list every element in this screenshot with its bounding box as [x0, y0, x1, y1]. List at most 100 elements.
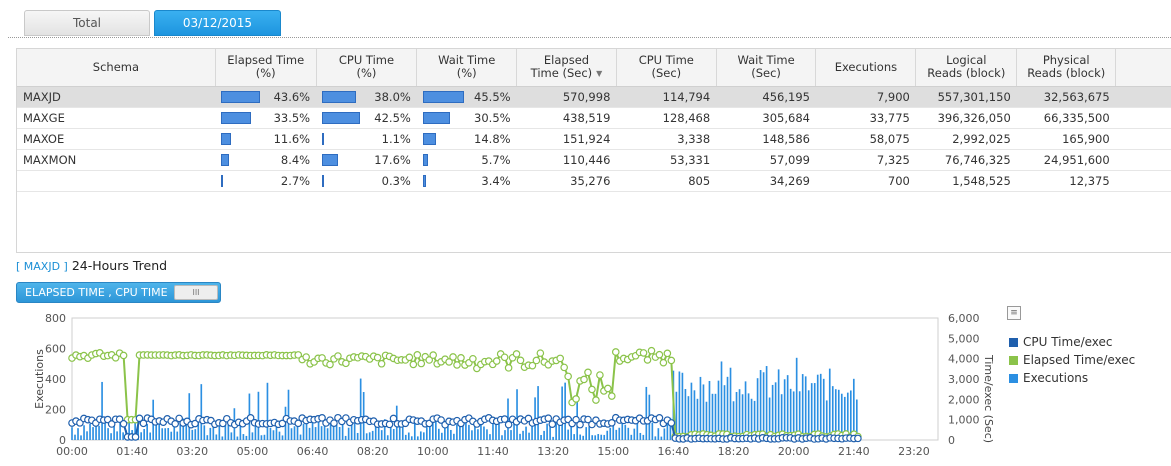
- cpu-point: [719, 435, 727, 443]
- cpu-point: [191, 419, 199, 428]
- executions-bar: [576, 392, 578, 440]
- cpu-point: [691, 434, 699, 443]
- elapsed-point: [556, 354, 565, 363]
- cpu-point: [92, 419, 100, 427]
- cell-wait-sec: 456,195: [716, 86, 816, 108]
- col-elapsed-sec[interactable]: Elapsed Time (Sec) ▼: [516, 49, 617, 87]
- col-physical-reads[interactable]: Physical Reads (block): [1016, 49, 1117, 87]
- legend-item-elapsed[interactable]: Elapsed Time/exec: [1009, 351, 1135, 369]
- elapsed-point: [532, 356, 541, 365]
- y2-tick-label: 0: [948, 434, 955, 447]
- cell-elapsed-sec-value: 570,998: [562, 89, 611, 104]
- executions-bar: [419, 431, 422, 440]
- legend-item-cpu[interactable]: CPU Time/exec: [1009, 333, 1135, 351]
- col-cpu-sec[interactable]: CPU Time (Sec): [616, 49, 717, 87]
- pct-bar: [322, 132, 325, 145]
- table-row[interactable]: MAXOE 11.6% 1.1% 14.8% 151,924 3,338 148,586 58…: [17, 128, 1171, 150]
- cell-logical-value: 1,548,525: [952, 173, 1011, 188]
- metric-toggle[interactable]: ELAPSED TIME , CPU TIME III: [16, 282, 221, 303]
- elapsed-point: [762, 432, 771, 441]
- table-row[interactable]: MAXJD 43.6% 38.0% 45.5% 570,998 114,794 456,19…: [17, 86, 1171, 108]
- cell-physical: 12,375: [1016, 170, 1116, 192]
- cpu-point: [147, 415, 156, 424]
- executions-bar: [386, 435, 389, 440]
- col-executions[interactable]: Executions: [815, 49, 917, 87]
- tab-total[interactable]: Total: [24, 10, 150, 36]
- executions-bar: [224, 422, 227, 440]
- tab-date[interactable]: 03/12/2015: [154, 10, 281, 36]
- executions-bar: [612, 419, 615, 440]
- executions-bar: [305, 418, 308, 440]
- cpu-point: [433, 414, 441, 422]
- col-wait-sec[interactable]: Wait Time (Sec): [716, 49, 817, 87]
- executions-bar: [462, 425, 464, 440]
- col-schema[interactable]: Schema: [17, 49, 216, 87]
- chart-export-icon[interactable]: ≡: [1007, 306, 1021, 320]
- table-row[interactable]: 2.7% 0.3% 3.4% 35,276 805 34,269 700 1,548,525 1…: [17, 170, 1171, 192]
- cpu-point: [246, 414, 255, 422]
- elapsed-point: [226, 351, 235, 359]
- toggle-knob[interactable]: III: [174, 285, 218, 300]
- executions-bar: [720, 361, 723, 440]
- executions-bar: [263, 434, 266, 440]
- executions-bar: [314, 427, 317, 440]
- executions-bar: [828, 368, 831, 440]
- table-row[interactable]: MAXGE 33.5% 42.5% 30.5% 438,519 128,468 305,68…: [17, 107, 1171, 129]
- cpu-point: [453, 416, 461, 425]
- executions-bar: [744, 381, 747, 440]
- cpu-point: [397, 420, 406, 428]
- elapsed-point: [230, 351, 239, 360]
- executions-bar: [447, 417, 449, 440]
- elapsed-point: [473, 364, 481, 373]
- cpu-point: [226, 418, 235, 427]
- elapsed-point: [103, 351, 112, 360]
- executions-bar: [197, 422, 200, 440]
- cell-cpu-sec: 53,331: [616, 149, 717, 171]
- executions-bar: [209, 427, 212, 440]
- elapsed-point: [405, 353, 414, 362]
- cpu-point: [496, 415, 505, 424]
- elapsed-point: [421, 352, 430, 361]
- executions-bar: [549, 419, 551, 440]
- elapsed-point: [199, 351, 207, 359]
- executions-bar: [729, 367, 732, 440]
- elapsed-point: [723, 430, 731, 439]
- executions-bar: [747, 393, 750, 440]
- legend-swatch-cpu: [1009, 337, 1018, 347]
- cpu-point: [119, 419, 128, 428]
- elapsed-point: [175, 351, 183, 359]
- cpu-point: [103, 415, 112, 424]
- executions-bar: [723, 385, 726, 440]
- executions-bar: [489, 434, 491, 440]
- cpu-point: [738, 434, 747, 443]
- elapsed-point: [135, 351, 144, 359]
- cell-cpu-pct: 42.5%: [316, 107, 417, 129]
- trend-schema-link[interactable]: [ MAXJD ]: [16, 260, 68, 273]
- executions-bar: [624, 424, 627, 440]
- elapsed-point: [187, 351, 195, 359]
- cell-wait-pct-value: 5.7%: [481, 152, 511, 167]
- executions-bar: [813, 383, 816, 440]
- executions-bar: [371, 430, 374, 440]
- executions-bar: [422, 432, 425, 440]
- cell-cpu-sec-value: 53,331: [669, 152, 711, 167]
- elapsed-point: [746, 432, 755, 440]
- cell-wait-sec-value: 34,269: [769, 173, 810, 188]
- table-row[interactable]: MAXMON 8.4% 17.6% 5.7% 110,446 53,331 57,099 7,…: [17, 149, 1171, 171]
- pct-bar: [422, 90, 464, 103]
- col-cpu-pct[interactable]: CPU Time (%): [316, 49, 418, 87]
- elapsed-point: [790, 431, 799, 439]
- executions-bar: [119, 417, 121, 440]
- col-wait-pct[interactable]: Wait Time (%): [416, 49, 518, 87]
- col-elapsed-pct[interactable]: Elapsed Time (%): [215, 49, 317, 87]
- legend-item-executions[interactable]: Executions: [1009, 369, 1135, 387]
- elapsed-point: [758, 430, 767, 438]
- elapsed-point: [234, 351, 243, 359]
- col-logical-reads[interactable]: Logical Reads (block): [915, 49, 1018, 87]
- executions-bar: [326, 428, 329, 440]
- elapsed-point: [449, 353, 457, 361]
- cpu-point: [413, 417, 422, 425]
- cpu-point: [615, 416, 624, 424]
- y2-tick-label: 5,000: [948, 332, 980, 345]
- elapsed-point: [703, 430, 711, 439]
